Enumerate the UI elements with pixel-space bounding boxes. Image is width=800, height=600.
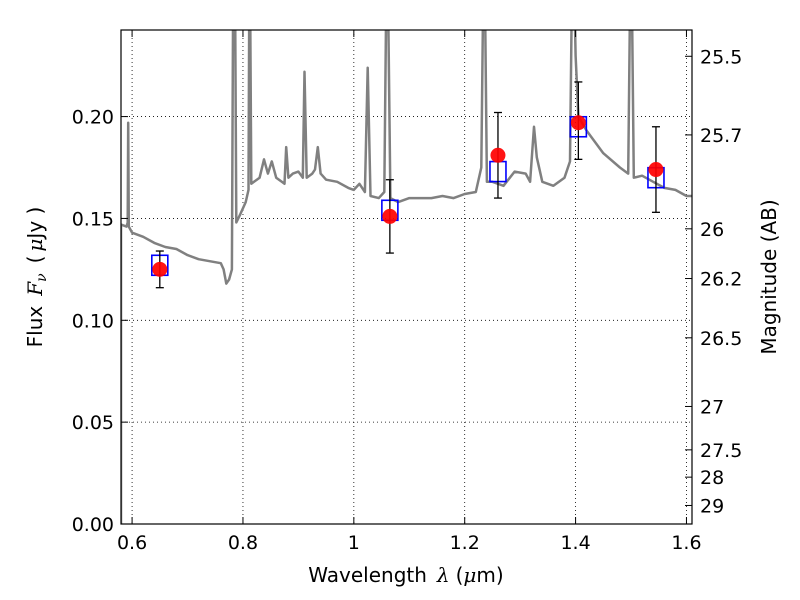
magnitude-tick-label: 26 <box>700 219 724 241</box>
magnitude-tick-label: 27.5 <box>700 440 742 462</box>
plot-background <box>121 30 692 524</box>
observed-flux-point <box>152 261 168 277</box>
magnitude-tick-label: 25.7 <box>700 125 742 147</box>
observed-flux-markers <box>152 115 664 277</box>
x-tick-label: 1.6 <box>671 532 701 554</box>
magnitude-axis-label: Magnitude (AB) <box>757 199 781 354</box>
magnitude-tick-label: 26.5 <box>700 328 742 350</box>
magnitude-tick-label: 27 <box>700 396 724 418</box>
magnitude-tick-label: 29 <box>700 495 724 517</box>
x-axis-ticks: 0.6 0.8 1 1.2 1.4 1.6 <box>117 30 702 554</box>
y-axis-label: FluxFν(μJy ) <box>23 207 50 348</box>
observed-flux-point <box>382 208 398 224</box>
y-tick-label: 0.10 <box>72 310 114 332</box>
magnitude-axis-ticks: 25.5 25.7 26 26.2 26.5 27 27.5 28 29 <box>685 46 742 517</box>
x-tick-label: 1.4 <box>560 532 590 554</box>
observed-flux-point <box>648 162 664 178</box>
magnitude-tick-label: 28 <box>700 467 724 489</box>
x-axis-label: Wavelength λ (μm) <box>308 563 503 587</box>
y-tick-label: 0.05 <box>72 412 114 434</box>
magnitude-tick-label: 26.2 <box>700 269 742 291</box>
y-tick-label: 0.00 <box>72 514 114 536</box>
x-tick-label: 0.8 <box>228 532 258 554</box>
observed-flux-point <box>490 147 506 163</box>
y-tick-label: 0.15 <box>72 208 114 230</box>
magnitude-tick-label: 25.5 <box>700 46 742 68</box>
y-tick-label: 0.20 <box>72 107 114 129</box>
model-spectrum-line <box>121 30 692 524</box>
x-tick-label: 1 <box>348 532 360 554</box>
observed-flux-point <box>570 115 586 131</box>
x-tick-label: 1.2 <box>450 532 480 554</box>
y-axis-ticks: 0.00 0.05 0.10 0.15 0.20 <box>72 107 128 536</box>
x-tick-label: 0.6 <box>117 532 147 554</box>
plot-frame <box>120 29 693 525</box>
